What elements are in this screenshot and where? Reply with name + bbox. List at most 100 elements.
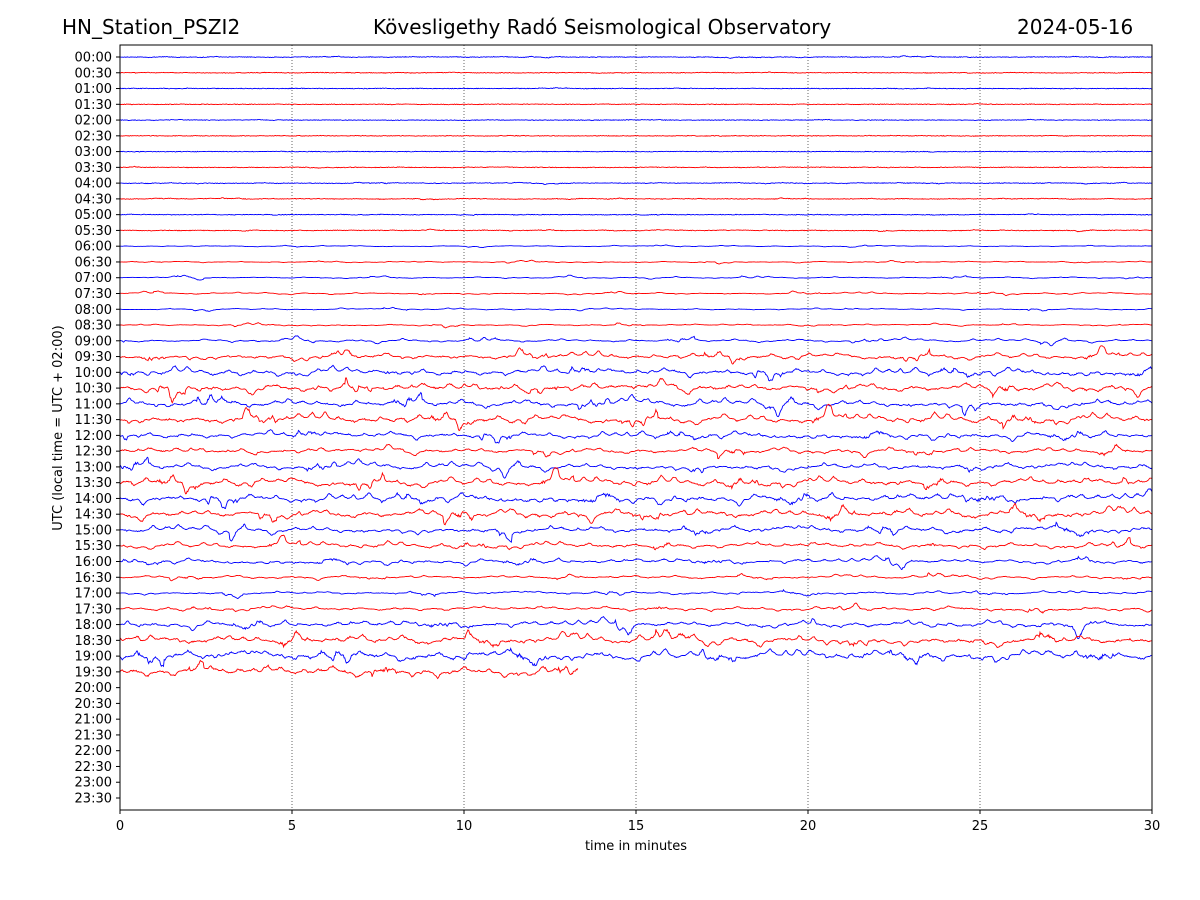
x-tick-label: 15 bbox=[628, 819, 645, 834]
y-tick-label: 05:00 bbox=[75, 208, 112, 223]
y-tick-label: 22:30 bbox=[75, 760, 112, 775]
x-tick-label: 5 bbox=[288, 819, 296, 834]
trace-03:30 bbox=[119, 165, 1152, 169]
y-tick-label: 09:30 bbox=[75, 350, 112, 365]
y-tick-label: 11:00 bbox=[75, 397, 112, 412]
trace-10:00 bbox=[119, 364, 1153, 382]
trace-08:00 bbox=[120, 306, 1153, 312]
trace-07:00 bbox=[119, 274, 1153, 281]
trace-12:30 bbox=[119, 443, 1153, 460]
y-tick-label: 17:30 bbox=[75, 602, 112, 617]
y-tick-label: 20:30 bbox=[75, 697, 112, 712]
y-tick-label: 20:00 bbox=[75, 681, 112, 696]
trace-02:30 bbox=[120, 134, 1153, 137]
y-tick-label: 19:30 bbox=[75, 665, 112, 680]
trace-15:00 bbox=[119, 521, 1153, 543]
trace-00:00 bbox=[120, 55, 1152, 59]
trace-17:30 bbox=[120, 602, 1153, 614]
y-tick-label: 03:00 bbox=[75, 145, 112, 160]
y-axis-label: UTC (local time = UTC + 02:00) bbox=[51, 325, 66, 530]
y-tick-label: 19:00 bbox=[75, 650, 112, 665]
trace-11:30 bbox=[119, 403, 1153, 432]
y-tick-label: 23:00 bbox=[75, 776, 112, 791]
trace-10:30 bbox=[119, 377, 1153, 404]
y-tick-label: 04:00 bbox=[75, 177, 112, 192]
trace-13:00 bbox=[119, 456, 1153, 479]
chart-date: 2024-05-16 bbox=[1017, 15, 1134, 39]
y-tick-label: 00:00 bbox=[75, 51, 112, 66]
trace-14:30 bbox=[119, 502, 1153, 526]
y-tick-label: 15:30 bbox=[75, 539, 112, 554]
trace-04:30 bbox=[120, 197, 1153, 201]
y-tick-label: 04:30 bbox=[75, 192, 112, 207]
y-tick-label: 23:30 bbox=[75, 792, 112, 807]
y-tick-label: 21:00 bbox=[75, 713, 112, 728]
y-tick-label: 16:00 bbox=[75, 555, 112, 570]
y-tick-label: 13:00 bbox=[75, 460, 112, 475]
trace-16:00 bbox=[119, 555, 1153, 570]
trace-12:00 bbox=[119, 429, 1153, 444]
trace-19:30 bbox=[119, 659, 579, 680]
trace-06:30 bbox=[119, 259, 1153, 265]
y-tick-label: 08:30 bbox=[75, 319, 112, 334]
y-tick-label: 05:30 bbox=[75, 224, 112, 239]
station-name: HN_Station_PSZI2 bbox=[62, 15, 241, 39]
y-tick-label: 02:00 bbox=[75, 114, 112, 129]
x-tick-label: 30 bbox=[1144, 819, 1161, 834]
y-tick-label: 15:00 bbox=[75, 523, 112, 538]
y-tick-label: 02:30 bbox=[75, 129, 112, 144]
x-tick-label: 20 bbox=[800, 819, 817, 834]
y-tick-label: 01:30 bbox=[75, 98, 112, 113]
trace-07:30 bbox=[120, 290, 1153, 297]
y-tick-label: 14:00 bbox=[75, 492, 112, 507]
trace-06:00 bbox=[120, 244, 1153, 249]
y-tick-label: 03:30 bbox=[75, 161, 112, 176]
y-tick-label: 14:30 bbox=[75, 508, 112, 523]
trace-13:30 bbox=[119, 467, 1153, 495]
y-tick-label: 08:00 bbox=[75, 303, 112, 318]
y-tick-label: 18:00 bbox=[75, 618, 112, 633]
y-tick-label: 10:00 bbox=[75, 366, 112, 381]
y-tick-label: 21:30 bbox=[75, 728, 112, 743]
y-tick-label: 17:00 bbox=[75, 587, 112, 602]
trace-01:30 bbox=[119, 103, 1153, 106]
y-tick-label: 12:00 bbox=[75, 429, 112, 444]
trace-04:00 bbox=[119, 181, 1152, 185]
trace-18:00 bbox=[120, 615, 1153, 640]
trace-15:30 bbox=[119, 534, 1153, 551]
trace-03:00 bbox=[119, 150, 1153, 153]
x-axis-label: time in minutes bbox=[585, 839, 687, 854]
y-tick-label: 16:30 bbox=[75, 571, 112, 586]
trace-11:00 bbox=[119, 391, 1153, 418]
trace-16:30 bbox=[119, 572, 1153, 582]
trace-01:00 bbox=[119, 87, 1153, 90]
y-tick-label: 01:00 bbox=[75, 82, 112, 97]
trace-19:00 bbox=[119, 647, 1152, 668]
y-tick-label: 09:00 bbox=[75, 334, 112, 349]
y-tick-label: 07:30 bbox=[75, 287, 112, 302]
trace-09:30 bbox=[119, 345, 1153, 365]
trace-00:30 bbox=[119, 71, 1153, 74]
y-tick-label: 11:30 bbox=[75, 413, 112, 428]
y-tick-label: 18:30 bbox=[75, 634, 112, 649]
trace-08:30 bbox=[120, 322, 1152, 329]
x-tick-label: 25 bbox=[972, 819, 989, 834]
y-tick-label: 00:30 bbox=[75, 66, 112, 81]
trace-14:00 bbox=[119, 488, 1153, 510]
chart-title: Kövesligethy Radó Seismological Observat… bbox=[373, 15, 832, 39]
trace-09:00 bbox=[119, 335, 1153, 347]
trace-17:00 bbox=[119, 588, 1153, 600]
y-tick-label: 22:00 bbox=[75, 744, 112, 759]
x-tick-label: 0 bbox=[116, 819, 124, 834]
trace-05:00 bbox=[119, 213, 1153, 216]
y-tick-label: 06:00 bbox=[75, 240, 112, 255]
trace-05:30 bbox=[119, 228, 1153, 233]
y-tick-label: 06:30 bbox=[75, 255, 112, 270]
y-tick-label: 13:30 bbox=[75, 476, 112, 491]
y-tick-label: 12:30 bbox=[75, 445, 112, 460]
y-tick-label: 10:30 bbox=[75, 382, 112, 397]
x-tick-label: 10 bbox=[456, 819, 473, 834]
trace-18:30 bbox=[119, 628, 1153, 649]
trace-02:00 bbox=[119, 118, 1153, 122]
